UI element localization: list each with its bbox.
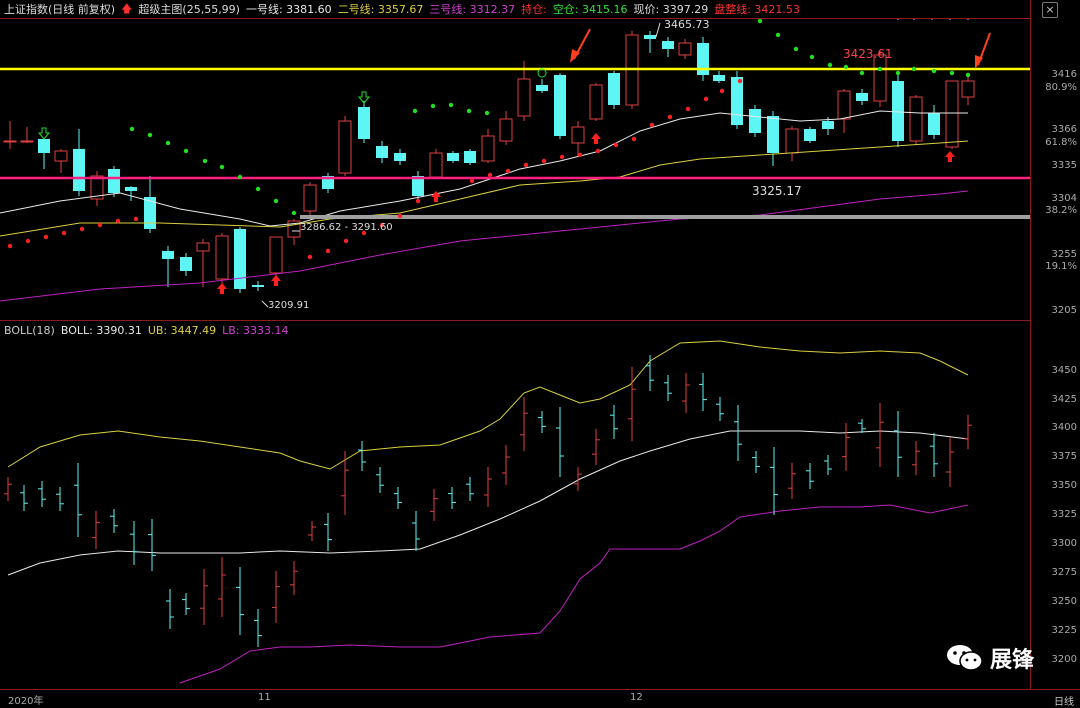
fib-percent: 38.2% (1045, 205, 1077, 216)
price-tick: 3366 (1051, 124, 1077, 135)
indicator-name[interactable]: 超级主图(25,55,99) (138, 3, 240, 16)
boll-mid-value: BOLL: 3390.31 (60, 323, 142, 337)
price-tick: 3255 (1051, 249, 1077, 260)
fib-percent: 61.8% (1045, 137, 1077, 148)
fib-percent: 19.1% (1045, 261, 1077, 272)
boll-ub-value: UB: 3447.49 (147, 323, 217, 337)
index-name[interactable]: 上证指数(日线 前复权) (4, 3, 116, 16)
date-label-year: 2020年 (8, 696, 44, 707)
main-chart-panel[interactable] (0, 18, 1030, 321)
boll-tick: 3400 (1051, 422, 1077, 433)
resistance-annotation: 3423.61 (843, 47, 893, 61)
watermark: 展锋 (946, 642, 1034, 674)
consolidation-value: 盘整线: 3421.53 (714, 3, 800, 16)
price-tick: 3416 (1051, 69, 1077, 80)
boll-tick: 3275 (1051, 567, 1077, 578)
boll-tick: 3325 (1051, 509, 1077, 520)
fib-percent: 80.9% (1045, 82, 1077, 93)
indicator-info-bar: 上证指数(日线 前复权) 🡅 超级主图(25,55,99) 一号线: 3381.… (0, 0, 1030, 18)
hold-value: 持仓: (521, 3, 547, 16)
boll-chart-canvas[interactable] (0, 321, 1030, 690)
price-tick: 3335 (1051, 160, 1077, 171)
boll-name[interactable]: BOLL(18) (4, 323, 55, 337)
price-axis[interactable]: 3416 80.9% 3366 61.8% 3335 3304 38.2% 32… (1030, 0, 1080, 707)
boll-info-bar: BOLL(18) BOLL: 3390.31 UB: 3447.49 LB: 3… (4, 323, 295, 337)
price-tick: 3304 (1051, 193, 1077, 204)
boll-tick: 3200 (1051, 654, 1077, 665)
boll-tick: 3250 (1051, 596, 1077, 607)
date-label-dec: 12 (630, 692, 643, 703)
boll-lb-value: LB: 3333.14 (222, 323, 289, 337)
close-button[interactable]: × (1042, 2, 1058, 18)
gap-annotation: 3286.62 - 3291.60 (300, 222, 393, 233)
line1-value: 一号线: 3381.60 (245, 3, 332, 16)
boll-tick: 3375 (1051, 451, 1077, 462)
boll-tick: 3450 (1051, 365, 1077, 376)
date-label-nov: 11 (258, 692, 271, 703)
boll-tick: 3300 (1051, 538, 1077, 549)
line2-value: 二号线: 3357.67 (337, 3, 424, 16)
price-tick: 3205 (1051, 305, 1077, 316)
price-value: 现价: 3397.29 (633, 3, 709, 16)
high-annotation: 3465.73 (664, 18, 710, 31)
watermark-text: 展锋 (990, 648, 1035, 673)
date-axis[interactable]: 2020年 11 12 日线 (0, 689, 1080, 708)
line3-value: 三号线: 3312.37 (429, 3, 516, 16)
boll-tick: 3350 (1051, 480, 1077, 491)
low-annotation: 3209.91 (268, 300, 310, 311)
low-mid-annotation: 3325.17 (752, 184, 802, 198)
boll-tick: 3425 (1051, 394, 1077, 405)
period-selector[interactable]: 日线 (1054, 697, 1074, 708)
sell-arrow-icon: 🡅 (121, 1, 133, 15)
empty-value: 空仓: 3415.16 (552, 3, 628, 16)
boll-tick: 3225 (1051, 625, 1077, 636)
boll-chart-panel[interactable] (0, 320, 1030, 690)
main-chart-canvas[interactable] (0, 19, 1030, 321)
wechat-icon (946, 643, 984, 673)
